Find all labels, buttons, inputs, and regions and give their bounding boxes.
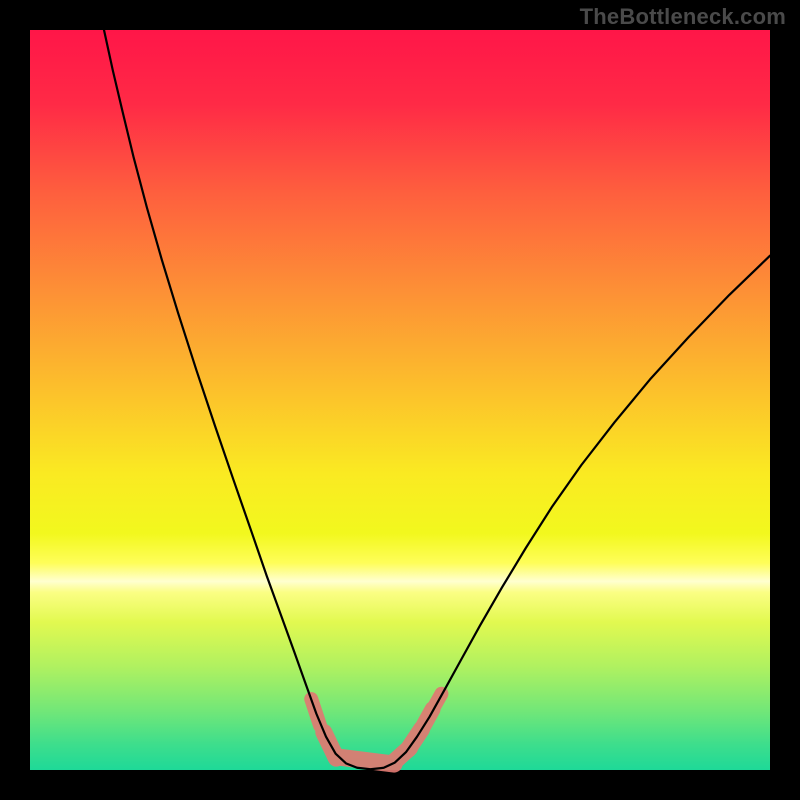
watermark-text: TheBottleneck.com [580,4,786,30]
chart-frame: TheBottleneck.com [0,0,800,800]
bottleneck-plot [0,0,800,800]
plot-background [30,30,770,770]
